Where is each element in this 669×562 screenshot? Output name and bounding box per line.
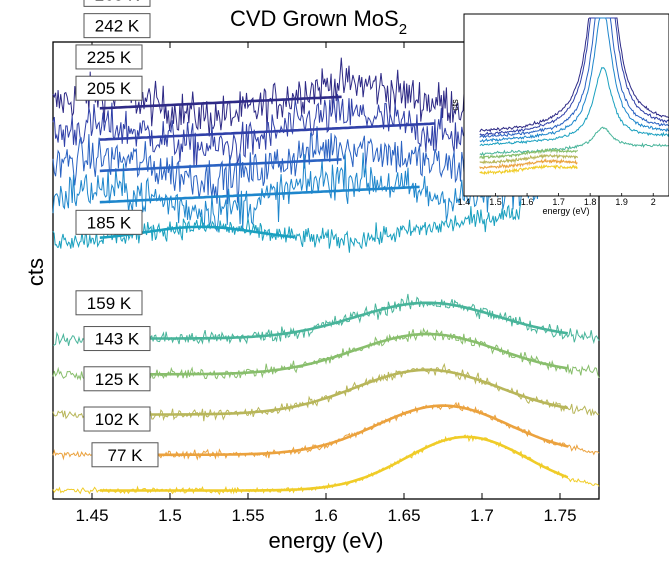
inset-x-tick-label: 1.7 (552, 197, 565, 207)
inset-spectrum-trace (479, 17, 669, 137)
inset-background (464, 14, 669, 196)
temperature-label: 102 K (83, 406, 151, 432)
inset-series-group (479, 17, 669, 176)
spectrum-fit-line (99, 435, 569, 492)
temperature-label-text: 125 K (95, 370, 140, 389)
inset-spectrum-trace (479, 17, 669, 133)
temperature-label-text: 77 K (108, 446, 144, 465)
spectrum-fit-line (99, 122, 436, 141)
x-tick-label: 1.55 (231, 506, 264, 525)
inset-spectrum-trace (479, 157, 578, 170)
main-fit-group (99, 95, 569, 492)
temperature-label-text: 102 K (95, 410, 140, 429)
temperature-label-text: 242 K (95, 17, 140, 36)
temperature-label-box (75, 44, 143, 70)
inset-x-tick-label: 1.6 (521, 197, 534, 207)
temperature-label: 225 K (75, 44, 143, 70)
temperature-label-text: 143 K (95, 330, 140, 349)
temperature-label-box (83, 13, 151, 39)
inset-x-tick-label: 1.8 (584, 197, 597, 207)
temperature-label: 242 K (83, 13, 151, 39)
temperature-label-box (75, 209, 143, 235)
x-tick-label: 1.7 (470, 506, 494, 525)
inset-x-tick-label: 2 (651, 197, 656, 207)
inset-spectrum-trace (479, 147, 578, 160)
temperature-label-text: 185 K (87, 213, 132, 232)
inset-spectrum-trace (479, 66, 669, 147)
x-tick-label: 1.6 (314, 506, 338, 525)
inset-plot-frame (463, 13, 669, 197)
inset-y-axis-label: cts (450, 99, 460, 111)
chart-title-subscript: 2 (399, 21, 407, 38)
spectrum-fit-line (99, 404, 569, 457)
x-axis-label: energy (eV) (269, 528, 384, 553)
inset-x-tick-label: 1.5 (489, 197, 502, 207)
temperature-label-box (83, 0, 151, 7)
inset-x-ticks: 1.4 1.5 1.6 1.7 1.8 1.9 2 (458, 193, 656, 207)
temperature-label: 185 K (75, 209, 143, 235)
y-axis-label: cts (23, 258, 48, 286)
spectrum-fit-line (99, 158, 342, 173)
spectrum-fit-line (99, 185, 420, 204)
temperature-label: 205 K (75, 75, 143, 101)
temperature-label-box (75, 290, 143, 316)
x-tick-label: 1.75 (543, 506, 576, 525)
temperature-label: 125 K (83, 366, 151, 392)
temperature-label: 143 K (83, 326, 151, 352)
temperature-label-box (83, 366, 151, 392)
temperature-label: 159 K (75, 290, 143, 316)
inset-x-tick-label: 1.4 (458, 197, 471, 207)
x-tick-label: 1.5 (158, 506, 182, 525)
spectrum-fit-line (99, 301, 568, 340)
temperature-label: 265 K (83, 0, 151, 7)
inset-x-axis-label: energy (eV) (542, 206, 589, 216)
spectrum-fit-line (99, 332, 569, 376)
temperature-label-text: 225 K (87, 48, 132, 67)
chart-title-main: CVD Grown MoS (230, 6, 399, 31)
inset-spectrum-trace (479, 164, 578, 176)
spectrum-fit-line (99, 95, 342, 110)
temperature-label-text: 159 K (87, 294, 132, 313)
inset-spectrum-trace (479, 153, 578, 165)
x-tick-label: 1.65 (387, 506, 420, 525)
x-tick-label: 1.45 (75, 506, 108, 525)
inset-x-tick-label: 1.9 (615, 197, 628, 207)
temperature-label-box (91, 442, 159, 468)
inset-plot: 1.4 1.5 1.6 1.7 1.8 1.9 2 energy (eV) cts (450, 13, 669, 216)
temperature-label-text: 205 K (87, 79, 132, 98)
temperature-labels: 265 K 242 K 225 K 205 K 185 K 159 K 143 K 125 K… (75, 0, 159, 468)
temperature-label-box (83, 406, 151, 432)
temperature-label-text: 265 K (95, 0, 140, 4)
inset-spectrum-trace (479, 126, 669, 156)
chart-title: CVD Grown MoS2 (230, 6, 407, 38)
inset-spectrum-trace (479, 17, 669, 139)
inset-spectrum-trace (479, 17, 669, 143)
temperature-label-box (83, 326, 151, 352)
temperature-label-box (75, 75, 143, 101)
temperature-label: 77 K (91, 442, 159, 468)
spectrum-fit-line (99, 368, 569, 416)
